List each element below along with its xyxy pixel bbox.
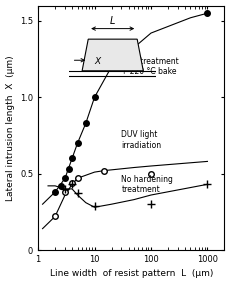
X-axis label: Line width  of resist pattern  L  (μm): Line width of resist pattern L (μm)	[49, 270, 212, 278]
Text: DUV light
irradiation: DUV light irradiation	[121, 130, 161, 150]
Text: X: X	[94, 57, 101, 66]
Text: No hardening
treatment: No hardening treatment	[121, 175, 173, 194]
Text: L: L	[109, 16, 115, 26]
Polygon shape	[82, 39, 143, 71]
Y-axis label: Lateral intrusion length  X  (μm): Lateral intrusion length X (μm)	[5, 55, 14, 201]
Text: DUV treatment
+ 220 °C bake: DUV treatment + 220 °C bake	[121, 57, 178, 76]
